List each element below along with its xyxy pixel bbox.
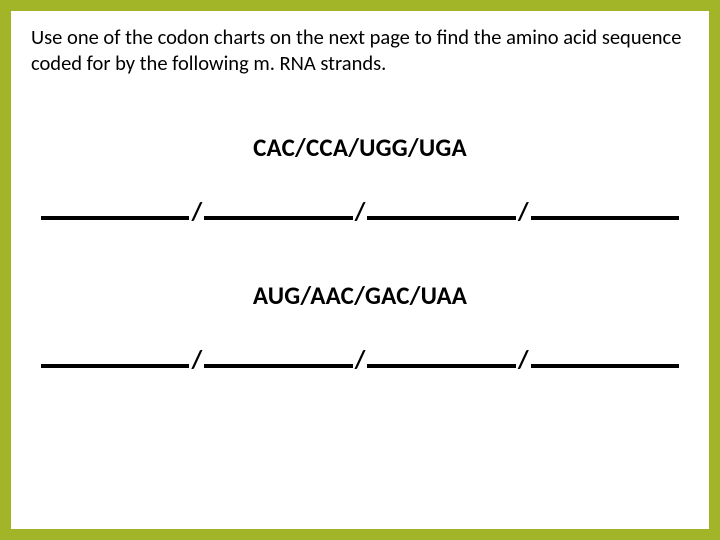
problem-2-sequence-block: AUG/AAC/GAC/UAA <box>31 280 689 311</box>
problem-1-sequence: CAC/CCA/UGG/UGA <box>253 132 467 163</box>
answer-blank <box>204 198 352 220</box>
problem-1-answer-line: / / / <box>31 195 689 220</box>
answer-blank <box>367 198 515 220</box>
answer-blank <box>367 346 515 368</box>
worksheet-page: Use one of the codon charts on the next … <box>11 11 709 529</box>
separator-slash: / <box>516 199 531 224</box>
problem-2-sequence: AUG/AAC/GAC/UAA <box>253 280 467 311</box>
answer-blank <box>531 346 679 368</box>
answer-blank <box>204 346 352 368</box>
problem-1-sequence-block: CAC/CCA/UGG/UGA <box>31 132 689 163</box>
instruction-text: Use one of the codon charts on the next … <box>31 25 689 76</box>
problem-2-answer-line: / / / <box>31 343 689 368</box>
separator-slash: / <box>189 347 204 372</box>
separator-slash: / <box>353 199 368 224</box>
answer-blank <box>41 198 189 220</box>
separator-slash: / <box>516 347 531 372</box>
separator-slash: / <box>189 199 204 224</box>
separator-slash: / <box>353 347 368 372</box>
answer-blank <box>41 346 189 368</box>
answer-blank <box>531 198 679 220</box>
